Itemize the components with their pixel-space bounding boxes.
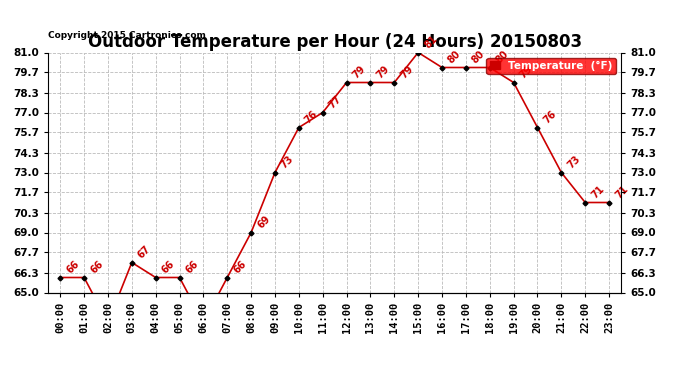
Text: Copyright 2015 Cartronics.com: Copyright 2015 Cartronics.com	[48, 32, 206, 40]
Text: 63: 63	[0, 374, 1, 375]
Text: 76: 76	[303, 109, 319, 125]
Text: 79: 79	[398, 64, 415, 80]
Text: 80: 80	[470, 49, 486, 65]
Text: 77: 77	[327, 94, 344, 110]
Text: 66: 66	[184, 259, 200, 275]
Text: 81: 81	[422, 34, 439, 50]
Text: 76: 76	[542, 109, 558, 125]
Text: 66: 66	[64, 259, 81, 275]
Text: 71: 71	[613, 184, 630, 200]
Text: 80: 80	[446, 49, 463, 65]
Text: 66: 66	[88, 259, 105, 275]
Text: 79: 79	[375, 64, 391, 80]
Text: 80: 80	[494, 49, 511, 65]
Text: 79: 79	[518, 64, 534, 80]
Text: 67: 67	[136, 244, 152, 260]
Text: 66: 66	[231, 259, 248, 275]
Text: 69: 69	[255, 214, 272, 230]
Text: 63: 63	[0, 374, 1, 375]
Text: 71: 71	[589, 184, 606, 200]
Text: 73: 73	[279, 154, 296, 170]
Legend: Temperature  (°F): Temperature (°F)	[486, 58, 615, 74]
Text: 79: 79	[351, 64, 367, 80]
Title: Outdoor Temperature per Hour (24 Hours) 20150803: Outdoor Temperature per Hour (24 Hours) …	[88, 33, 582, 51]
Text: 73: 73	[566, 154, 582, 170]
Text: 66: 66	[160, 259, 177, 275]
